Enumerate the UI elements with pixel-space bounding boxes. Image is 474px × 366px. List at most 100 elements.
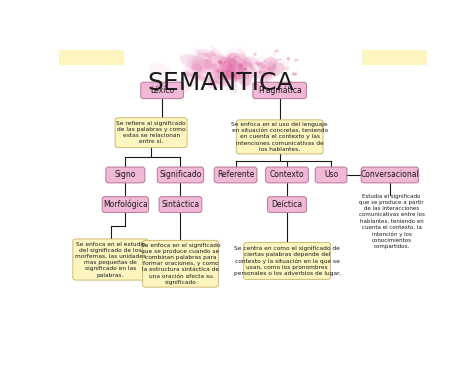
Ellipse shape	[181, 71, 218, 83]
Ellipse shape	[213, 52, 231, 70]
Ellipse shape	[226, 65, 245, 81]
Ellipse shape	[239, 63, 249, 68]
Ellipse shape	[185, 52, 205, 67]
FancyBboxPatch shape	[157, 167, 204, 183]
Ellipse shape	[213, 68, 229, 82]
Ellipse shape	[248, 63, 251, 64]
Ellipse shape	[221, 73, 235, 81]
Ellipse shape	[191, 53, 211, 71]
FancyBboxPatch shape	[315, 167, 347, 183]
Ellipse shape	[243, 68, 247, 70]
FancyBboxPatch shape	[361, 167, 419, 183]
Ellipse shape	[246, 63, 247, 64]
Ellipse shape	[213, 60, 244, 75]
Ellipse shape	[224, 62, 227, 63]
Ellipse shape	[204, 58, 213, 69]
Ellipse shape	[219, 65, 237, 74]
Ellipse shape	[216, 68, 229, 79]
FancyBboxPatch shape	[102, 197, 148, 212]
Ellipse shape	[230, 63, 234, 68]
FancyBboxPatch shape	[115, 118, 187, 147]
Ellipse shape	[193, 49, 216, 75]
Ellipse shape	[209, 68, 232, 86]
Text: Contexto: Contexto	[270, 171, 304, 179]
Ellipse shape	[216, 55, 238, 70]
Text: Estudia el significado
que se produce a partir
de las interacciones
comunicativa: Estudia el significado que se produce a …	[359, 194, 425, 249]
Ellipse shape	[208, 60, 230, 89]
Ellipse shape	[261, 64, 266, 68]
Ellipse shape	[205, 57, 225, 70]
Ellipse shape	[228, 58, 251, 86]
Ellipse shape	[280, 59, 283, 60]
Ellipse shape	[255, 61, 258, 64]
Ellipse shape	[181, 61, 191, 79]
Text: Referente: Referente	[217, 171, 254, 179]
Ellipse shape	[259, 72, 273, 85]
Ellipse shape	[191, 60, 212, 75]
Ellipse shape	[257, 64, 261, 67]
Ellipse shape	[220, 60, 230, 74]
Ellipse shape	[210, 64, 250, 79]
FancyBboxPatch shape	[59, 49, 124, 65]
FancyBboxPatch shape	[141, 82, 183, 98]
Text: Se enfoca en el estudio
del significado de los
morfemas, las unidades
mas pequeñ: Se enfoca en el estudio del significado …	[75, 242, 146, 277]
Ellipse shape	[218, 56, 234, 64]
Ellipse shape	[245, 56, 265, 78]
Text: Significado: Significado	[159, 171, 201, 179]
Ellipse shape	[219, 61, 222, 64]
Ellipse shape	[228, 53, 241, 66]
Ellipse shape	[248, 68, 255, 78]
FancyBboxPatch shape	[214, 167, 257, 183]
FancyBboxPatch shape	[362, 49, 427, 65]
Ellipse shape	[292, 72, 297, 76]
Ellipse shape	[211, 50, 216, 75]
Ellipse shape	[235, 56, 237, 58]
Ellipse shape	[258, 71, 261, 73]
Ellipse shape	[296, 71, 297, 72]
Ellipse shape	[237, 72, 241, 75]
Ellipse shape	[220, 61, 233, 68]
Text: Sintáctica: Sintáctica	[162, 200, 200, 209]
Ellipse shape	[254, 71, 280, 79]
Ellipse shape	[219, 57, 235, 78]
FancyBboxPatch shape	[159, 197, 202, 212]
Ellipse shape	[218, 61, 220, 63]
Ellipse shape	[226, 63, 236, 80]
Ellipse shape	[197, 49, 216, 57]
Text: Pragmática: Pragmática	[258, 86, 301, 95]
Ellipse shape	[230, 63, 237, 94]
Ellipse shape	[192, 47, 222, 70]
Ellipse shape	[176, 64, 202, 94]
Ellipse shape	[294, 59, 299, 61]
Ellipse shape	[275, 59, 281, 61]
Ellipse shape	[218, 60, 248, 77]
FancyBboxPatch shape	[267, 197, 307, 212]
Ellipse shape	[264, 61, 266, 63]
Ellipse shape	[268, 62, 285, 74]
FancyBboxPatch shape	[253, 82, 307, 98]
Ellipse shape	[258, 63, 263, 65]
FancyBboxPatch shape	[244, 242, 330, 279]
Ellipse shape	[287, 57, 290, 60]
FancyBboxPatch shape	[106, 167, 145, 183]
Ellipse shape	[188, 56, 202, 72]
Ellipse shape	[271, 74, 273, 76]
Ellipse shape	[211, 46, 234, 73]
Ellipse shape	[221, 56, 237, 85]
Ellipse shape	[254, 53, 257, 56]
Ellipse shape	[223, 70, 240, 82]
Ellipse shape	[251, 58, 253, 60]
Ellipse shape	[255, 71, 262, 79]
Ellipse shape	[273, 53, 275, 55]
Ellipse shape	[203, 63, 222, 71]
Ellipse shape	[263, 58, 291, 83]
Ellipse shape	[226, 67, 243, 80]
Ellipse shape	[226, 53, 247, 67]
Ellipse shape	[209, 63, 234, 79]
Ellipse shape	[274, 49, 280, 53]
Ellipse shape	[205, 52, 243, 70]
Text: Léxico: Léxico	[150, 86, 174, 95]
FancyBboxPatch shape	[143, 240, 219, 287]
Ellipse shape	[263, 71, 267, 75]
Ellipse shape	[238, 65, 243, 69]
